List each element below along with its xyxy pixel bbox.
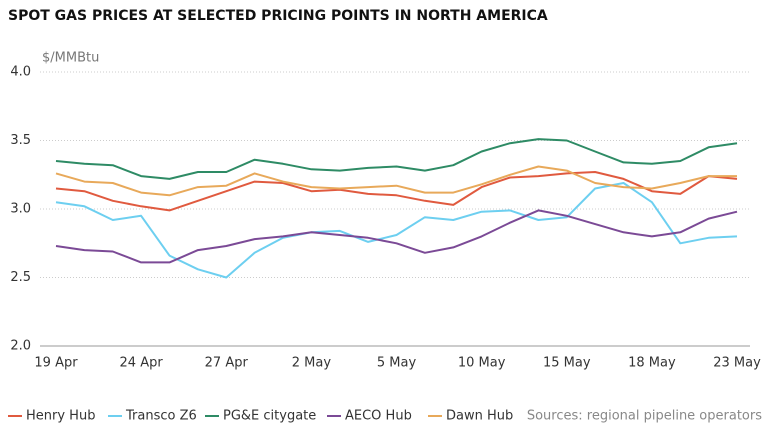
series-line [55, 138, 738, 180]
y-axis-label: $/MMBtu [42, 51, 99, 66]
x-tick-label: 15 May [543, 356, 591, 371]
series-line [55, 182, 738, 279]
x-tick-label: 5 May [377, 356, 417, 371]
x-tick-label: 23 May [713, 356, 761, 371]
legend-label: Henry Hub [26, 409, 95, 424]
x-tick-label: 19 Apr [34, 356, 78, 371]
y-tick-label: 4.0 [10, 65, 31, 80]
series-line [55, 171, 738, 212]
legend-label: PG&E citygate [223, 409, 316, 424]
x-tick-label: 18 May [628, 356, 676, 371]
series-line [55, 209, 738, 264]
x-tick-label: 2 May [292, 356, 332, 371]
x-tick-label: 10 May [458, 356, 506, 371]
legend-label: Transco Z6 [125, 409, 197, 424]
chart-title: SPOT GAS PRICES AT SELECTED PRICING POIN… [8, 8, 548, 24]
y-tick-label: 2.5 [10, 270, 31, 285]
x-tick-label: 27 Apr [205, 356, 249, 371]
series-line [55, 165, 737, 197]
x-tick-label: 24 Apr [120, 356, 164, 371]
y-tick-label: 2.0 [10, 339, 31, 354]
source-note: Sources: regional pipeline operators [527, 409, 762, 424]
legend-label: Dawn Hub [446, 409, 513, 424]
legend-label: AECO Hub [345, 409, 412, 424]
y-tick-label: 3.5 [10, 133, 31, 148]
y-tick-label: 3.0 [10, 202, 31, 217]
